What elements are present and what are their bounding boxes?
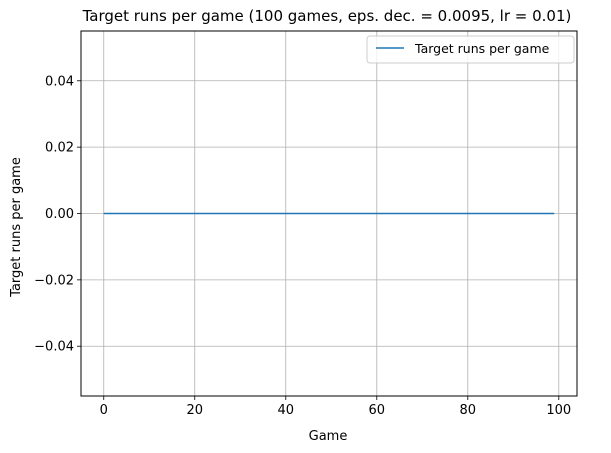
x-axis-label: Game	[309, 429, 348, 444]
ticks: 0 20 40 60 80 100 −0.04 −0.02 0.00 0.02 0.04	[34, 74, 571, 418]
y-axis-label: Target runs per game	[9, 157, 24, 298]
x-tick-label: 0	[100, 403, 108, 418]
x-tick-label: 40	[277, 403, 294, 418]
x-tick-label: 60	[369, 403, 386, 418]
x-tick-label: 80	[460, 403, 477, 418]
y-tick-label: 0.02	[45, 141, 74, 156]
y-tick-label: −0.04	[34, 340, 74, 355]
chart-title: Target runs per game (100 games, eps. de…	[82, 7, 572, 25]
x-tick-label: 100	[546, 403, 571, 418]
legend-box	[366, 35, 575, 64]
legend: Target runs per game	[366, 35, 575, 64]
y-tick-label: 0.04	[45, 74, 74, 89]
x-tick-label: 20	[186, 403, 203, 418]
y-tick-label: 0.00	[45, 207, 74, 222]
legend-label: Target runs per game	[414, 41, 550, 56]
y-tick-label: −0.02	[34, 273, 74, 288]
